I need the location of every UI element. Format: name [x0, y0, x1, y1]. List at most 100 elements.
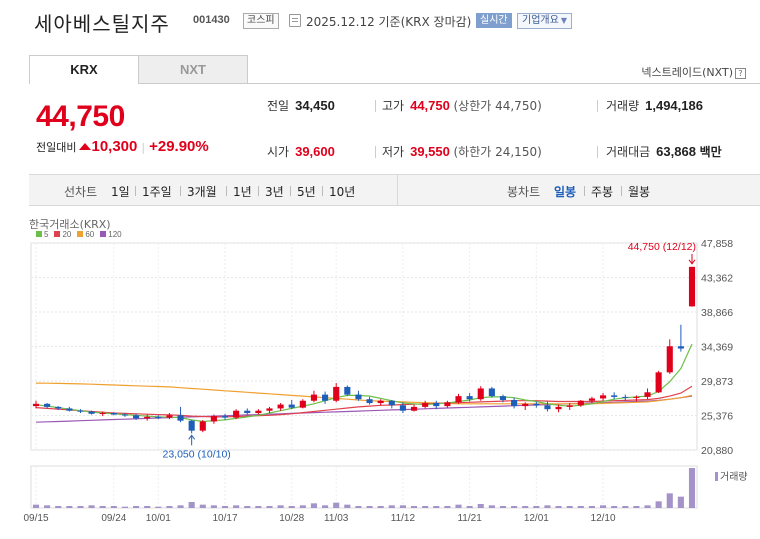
candle-body — [199, 421, 206, 431]
volume-bar — [277, 505, 284, 508]
x-tick-label: 12/01 — [524, 513, 549, 524]
period-1d-button[interactable]: 1일 — [111, 185, 130, 199]
market-badge: 코스피 — [243, 13, 279, 29]
x-tick-label: 11/03 — [324, 513, 349, 524]
legend-swatch — [36, 231, 42, 237]
volume-bar — [166, 506, 173, 508]
volume-bar — [299, 505, 306, 508]
volume-bar — [177, 505, 184, 508]
candle-body — [299, 400, 306, 408]
volume-bar — [32, 504, 40, 508]
volume-bar — [66, 506, 73, 508]
volume-bar — [344, 504, 351, 508]
stat-divider — [597, 146, 598, 158]
candle-monthly-button[interactable]: 월봉 — [628, 185, 651, 199]
volume-bar — [555, 506, 562, 508]
candle-body — [88, 411, 95, 414]
y-tick-label: 29,873 — [701, 376, 733, 388]
change-percent: +29.90% — [149, 138, 209, 155]
volume-bar — [633, 506, 640, 508]
candle-body — [355, 394, 362, 400]
volume-bar — [210, 505, 217, 508]
volume-bar — [444, 506, 451, 508]
candle-body — [577, 400, 584, 406]
y-tick-label: 47,858 — [701, 238, 733, 250]
period-3y-button[interactable]: 3년 — [265, 185, 284, 199]
volume-bar — [355, 506, 362, 508]
period-5y-button[interactable]: 5년 — [297, 185, 316, 199]
volume-bar — [577, 506, 584, 508]
candle-body — [399, 405, 406, 411]
company-overview-button[interactable]: 기업개요 ▼ — [517, 13, 572, 29]
stat-high: 고가 44,750 (상한가 44,750) — [382, 97, 542, 114]
period-1y-button[interactable]: 1년 — [233, 185, 252, 199]
volume-bar — [499, 506, 507, 508]
candle-body — [266, 408, 273, 411]
volume-bar — [410, 506, 418, 508]
legend-label: 5 — [44, 230, 49, 239]
volume-bar — [466, 506, 473, 508]
x-tick-label: 09/24 — [101, 513, 126, 524]
legend-swatch — [54, 231, 61, 237]
company-overview-label: 기업개요 — [522, 15, 559, 26]
candle-body — [99, 413, 106, 415]
candle-body — [322, 394, 329, 401]
volume-bar — [533, 506, 540, 508]
candle-body — [388, 400, 395, 406]
tab-krx[interactable]: KRX — [29, 55, 139, 84]
volume-bar — [366, 506, 373, 508]
candle-body — [633, 396, 640, 398]
period-3m-button[interactable]: 3개월 — [187, 185, 217, 199]
volume-bar — [155, 506, 162, 508]
period-1w-button[interactable]: 1주일 — [142, 185, 172, 199]
tab-nxt[interactable]: NXT — [138, 55, 248, 84]
candle-body — [522, 403, 529, 407]
candle-body — [177, 415, 184, 421]
stock-name: 세아베스틸지주 — [34, 12, 170, 36]
volume-bar — [488, 505, 495, 508]
volume-bar — [44, 505, 51, 508]
volume-bar — [377, 506, 384, 508]
volume-bar — [388, 505, 395, 508]
realtime-button[interactable]: 실시간 — [476, 13, 512, 28]
y-tick-label: 34,369 — [701, 342, 733, 354]
stat-value: 63,868 — [656, 144, 696, 159]
stat-value: 39,600 — [295, 144, 335, 159]
min-arrow-head — [188, 434, 196, 440]
candle-body — [677, 346, 684, 349]
candle-body — [210, 416, 217, 422]
candlestick-chart: 47,858 43,362 38,866 34,369 29,873 25,376 20,8… — [23, 238, 747, 524]
candle-body — [77, 410, 84, 412]
volume-bar — [121, 506, 129, 508]
candle-body — [566, 405, 573, 407]
candle-weekly-button[interactable]: 주봉 — [591, 185, 614, 199]
volume-bar — [644, 505, 651, 508]
candle-body — [32, 403, 40, 407]
stat-value: 1,494,186 — [645, 98, 703, 113]
period-10y-button[interactable]: 10년 — [329, 185, 356, 199]
help-icon[interactable]: ? — [735, 67, 746, 79]
legend-swatch — [77, 231, 84, 237]
x-tick-label: 10/01 — [146, 513, 171, 524]
candle-body — [599, 395, 607, 399]
market-tabs: KRX NXT — [29, 55, 248, 84]
candle-daily-button[interactable]: 일봉 — [554, 185, 577, 199]
candle-body — [310, 394, 318, 401]
candle-body — [533, 403, 540, 406]
toolbar-separator — [322, 186, 323, 196]
stock-header: 세아베스틸지주 001430 코스피 2025.12.12 기준(KRX 장마감… — [0, 0, 760, 44]
ma-legend: 5 20 60 120 — [36, 230, 128, 239]
legend-swatch — [100, 231, 107, 237]
nextrade-link-label: 넥스트레이드(NXT) — [641, 66, 733, 79]
candle-body — [44, 403, 51, 407]
candle-body — [622, 396, 629, 398]
chart-toolbar: 선차트 1일 1주일 3개월 1년 3년 5년 10년 봉차트 일봉 주봉 월봉 — [29, 174, 760, 206]
nextrade-link[interactable]: 넥스트레이드(NXT)? — [641, 64, 746, 80]
candle-body — [288, 404, 295, 408]
max-arrow-head — [688, 259, 696, 265]
candle-body — [422, 403, 429, 407]
line-chart-label: 선차트 — [64, 185, 98, 199]
candle-body — [655, 372, 662, 393]
stat-low: 저가 39,550 (하한가 24,150) — [382, 143, 542, 160]
change-value: 10,300 — [91, 138, 138, 155]
